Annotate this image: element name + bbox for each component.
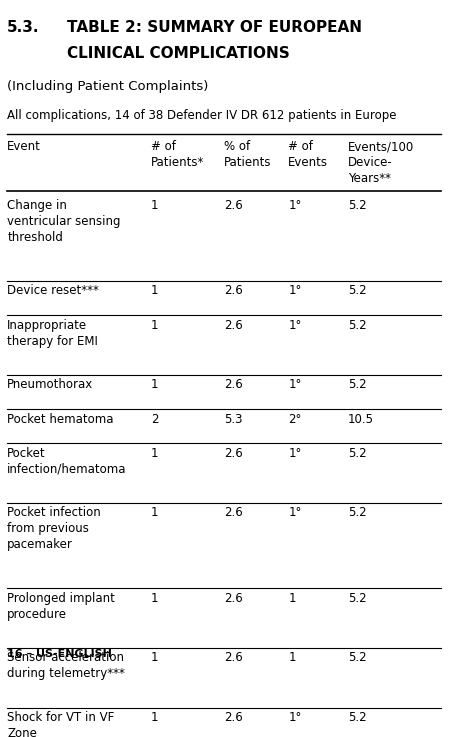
Text: Device reset***: Device reset*** <box>7 284 99 298</box>
Text: 1: 1 <box>288 592 296 604</box>
Text: (Including Patient Complaints): (Including Patient Complaints) <box>7 80 209 93</box>
Text: 2.6: 2.6 <box>224 506 243 520</box>
Text: Pocket
infection/hematoma: Pocket infection/hematoma <box>7 447 127 476</box>
Text: 1°: 1° <box>288 199 301 212</box>
Text: 5.2: 5.2 <box>348 711 367 724</box>
Text: 5.2: 5.2 <box>348 199 367 212</box>
Text: 5.2: 5.2 <box>348 378 367 391</box>
Text: Change in
ventricular sensing
threshold: Change in ventricular sensing threshold <box>7 199 121 244</box>
Text: Pneumothorax: Pneumothorax <box>7 378 93 391</box>
Text: 2.6: 2.6 <box>224 652 243 664</box>
Text: 1°: 1° <box>288 711 301 724</box>
Text: 5.2: 5.2 <box>348 592 367 604</box>
Text: 1°: 1° <box>288 378 301 391</box>
Text: CLINICAL COMPLICATIONS: CLINICAL COMPLICATIONS <box>67 46 290 61</box>
Text: All complications, 14 of 38 Defender IV DR 612 patients in Europe: All complications, 14 of 38 Defender IV … <box>7 109 397 122</box>
Text: 1°: 1° <box>288 318 301 332</box>
Text: Pocket hematoma: Pocket hematoma <box>7 413 114 425</box>
Text: 5.2: 5.2 <box>348 652 367 664</box>
Text: 2.6: 2.6 <box>224 318 243 332</box>
Text: 2.6: 2.6 <box>224 378 243 391</box>
Text: Prolonged implant
procedure: Prolonged implant procedure <box>7 592 115 621</box>
Text: 1: 1 <box>151 652 159 664</box>
Text: 1°: 1° <box>288 447 301 460</box>
Text: Sensor acceleration
during telemetry***: Sensor acceleration during telemetry*** <box>7 652 125 680</box>
Text: 5.2: 5.2 <box>348 318 367 332</box>
Text: 1: 1 <box>151 592 159 604</box>
Text: # of
Patients*: # of Patients* <box>151 140 204 170</box>
Text: 16 – US-ENGLISH: 16 – US-ENGLISH <box>7 649 112 659</box>
Text: 1: 1 <box>151 318 159 332</box>
Text: 1: 1 <box>151 284 159 298</box>
Text: Shock for VT in VF
Zone: Shock for VT in VF Zone <box>7 711 114 737</box>
Text: 10.5: 10.5 <box>348 413 374 425</box>
Text: 5.2: 5.2 <box>348 284 367 298</box>
Text: 2°: 2° <box>288 413 301 425</box>
Text: Event: Event <box>7 140 41 153</box>
Text: Inappropriate
therapy for EMI: Inappropriate therapy for EMI <box>7 318 98 348</box>
Text: TABLE 2: SUMMARY OF EUROPEAN: TABLE 2: SUMMARY OF EUROPEAN <box>67 20 362 35</box>
Text: 5.3: 5.3 <box>224 413 243 425</box>
Text: 2.6: 2.6 <box>224 711 243 724</box>
Text: 5.2: 5.2 <box>348 506 367 520</box>
Text: Pocket infection
from previous
pacemaker: Pocket infection from previous pacemaker <box>7 506 101 551</box>
Text: 1: 1 <box>151 447 159 460</box>
Text: 2: 2 <box>151 413 159 425</box>
Text: 2.6: 2.6 <box>224 592 243 604</box>
Text: 1°: 1° <box>288 506 301 520</box>
Text: 5.2: 5.2 <box>348 447 367 460</box>
Text: 5.3.: 5.3. <box>7 20 40 35</box>
Text: Events/100
Device-
Years**: Events/100 Device- Years** <box>348 140 414 185</box>
Text: 1: 1 <box>151 506 159 520</box>
Text: # of
Events: # of Events <box>288 140 328 170</box>
Text: 1°: 1° <box>288 284 301 298</box>
Text: % of
Patients: % of Patients <box>224 140 272 170</box>
Text: 2.6: 2.6 <box>224 199 243 212</box>
Text: 2.6: 2.6 <box>224 284 243 298</box>
Text: 1: 1 <box>151 378 159 391</box>
Text: 1: 1 <box>151 199 159 212</box>
Text: 2.6: 2.6 <box>224 447 243 460</box>
Text: 1: 1 <box>151 711 159 724</box>
Text: 1: 1 <box>288 652 296 664</box>
